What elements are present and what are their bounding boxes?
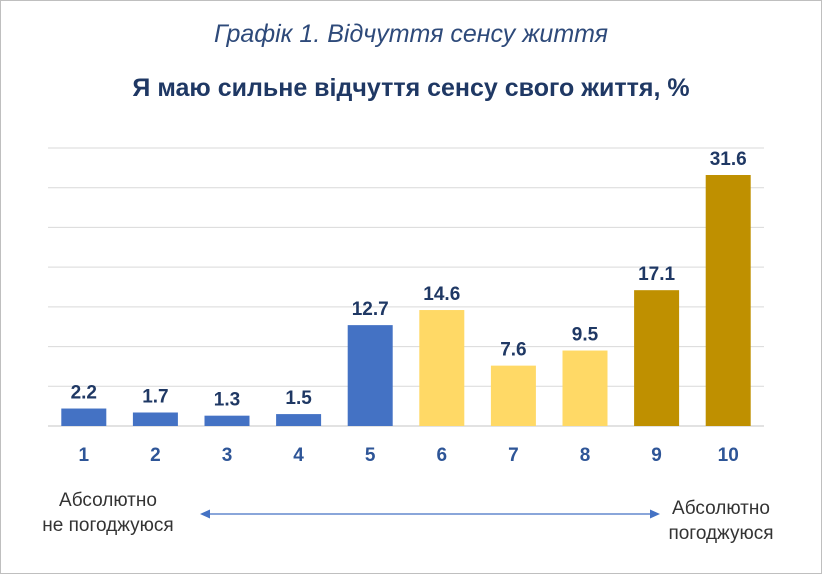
scale-label-right-line2: погоджуюся bbox=[668, 523, 774, 544]
bar bbox=[276, 414, 322, 426]
x-tick-label: 2 bbox=[150, 445, 161, 466]
data-label: 1.5 bbox=[285, 388, 312, 409]
data-label: 12.7 bbox=[352, 299, 389, 320]
x-tick-label: 5 bbox=[365, 445, 376, 466]
data-label: 7.6 bbox=[500, 340, 526, 361]
x-tick-label: 6 bbox=[437, 445, 448, 466]
data-label: 31.6 bbox=[710, 149, 747, 170]
x-tick-label: 8 bbox=[580, 445, 591, 466]
scale-label-left-line2: не погоджуюся bbox=[42, 515, 174, 536]
scale-arrowhead-right bbox=[650, 509, 660, 519]
bar bbox=[61, 408, 107, 426]
data-label: 1.3 bbox=[214, 390, 240, 411]
bar bbox=[490, 365, 536, 426]
bar bbox=[705, 175, 751, 426]
bar bbox=[347, 325, 393, 426]
bar bbox=[562, 350, 608, 426]
x-tick-label: 3 bbox=[222, 445, 233, 466]
scale-label-right-line1: Абсолютно bbox=[672, 498, 770, 519]
x-tick-label: 10 bbox=[718, 445, 739, 466]
figure-caption: Графік 1. Відчуття сенсу життя bbox=[213, 20, 609, 48]
x-tick-label: 7 bbox=[508, 445, 519, 466]
chart-title: Я маю сильне відчуття сенсу свого життя,… bbox=[132, 74, 690, 102]
scale-label-left: Абсолютно не погоджуюся bbox=[28, 488, 188, 538]
x-tick-label: 4 bbox=[293, 445, 304, 466]
x-tick-label: 1 bbox=[79, 445, 90, 466]
scale-label-right: Абсолютно погоджуюся bbox=[646, 496, 796, 546]
data-label: 14.6 bbox=[423, 284, 460, 305]
bar bbox=[419, 310, 465, 426]
scale-label-left-line1: Абсолютно bbox=[59, 490, 157, 511]
data-label: 1.7 bbox=[142, 386, 168, 407]
bar bbox=[634, 290, 680, 426]
data-label: 2.2 bbox=[71, 383, 97, 404]
bar bbox=[132, 412, 178, 426]
bar bbox=[204, 415, 250, 426]
scale-arrowhead-left bbox=[200, 509, 210, 519]
x-tick-label: 9 bbox=[651, 445, 662, 466]
data-label: 9.5 bbox=[572, 325, 599, 346]
data-label: 17.1 bbox=[638, 264, 675, 285]
